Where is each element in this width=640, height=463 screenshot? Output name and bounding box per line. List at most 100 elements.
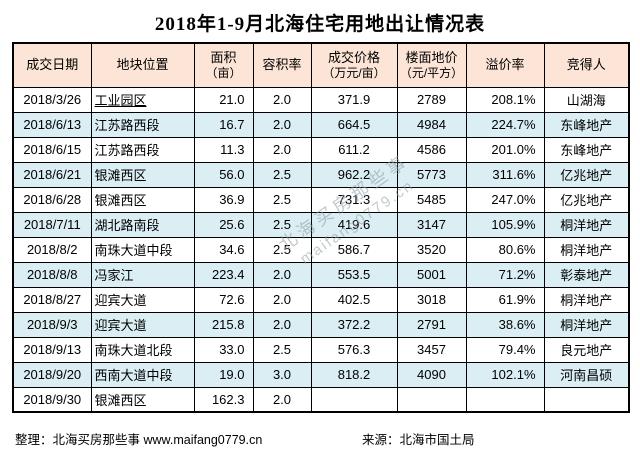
cell-area: 56.0 [193,161,254,188]
cell-floor-price: 2789 [396,86,467,113]
cell-floor-price: 3147 [396,211,467,238]
table-row: 2018/6/13 江苏路西段 16.7 2.0 664.5 4984 224.7% 东峰地产 [12,111,630,138]
cell-winner [543,386,630,413]
cell-location: 南珠大道中段 [90,236,195,263]
cell-date: 2018/9/13 [12,336,92,363]
cell-floor-price: 3520 [396,236,467,263]
cell-plot-ratio: 2.0 [252,311,312,338]
cell-location: 迎宾大道 [90,286,195,313]
cell-price: 576.3 [310,336,398,363]
cell-floor-price: 5001 [396,261,467,288]
header-label: 面积 [210,49,237,65]
cell-premium [465,386,545,413]
cell-plot-ratio: 2.0 [252,286,312,313]
cell-date: 2018/8/2 [12,236,92,263]
cell-area: 25.6 [193,211,254,238]
header-sublabel: （亩） [205,65,242,80]
cell-premium: 247.0% [465,186,545,213]
column-header-premium: 溢价率 [465,42,545,88]
header-label: 地块位置 [116,57,169,73]
cell-plot-ratio: 2.0 [252,111,312,138]
column-header-date: 成交日期 [12,42,92,88]
cell-date: 2018/6/28 [12,186,92,213]
cell-location: 银滩西区 [90,186,195,213]
cell-winner: 桐洋地产 [543,211,630,238]
column-header-location: 地块位置 [90,42,195,88]
cell-area: 36.9 [193,186,254,213]
column-header-winner: 竞得人 [543,42,630,88]
cell-price: 818.2 [310,361,398,388]
cell-area: 223.4 [193,261,254,288]
cell-premium: 38.6% [465,311,545,338]
cell-plot-ratio: 2.0 [252,86,312,113]
table-row: 2018/8/27 迎宾大道 72.6 2.0 402.5 3018 61.9% 桐洋地产 [12,286,630,313]
cell-area: 33.0 [193,336,254,363]
cell-location: 江苏路西段 [90,136,195,163]
cell-date: 2018/3/26 [12,86,92,113]
cell-date: 2018/7/11 [12,211,92,238]
column-header-plot-ratio: 容积率 [252,42,312,88]
cell-price: 372.2 [310,311,398,338]
column-header-area: 面积 （亩） [193,42,254,88]
table-row: 2018/6/21 银滩西区 56.0 2.5 962.2 5773 311.6% 亿兆地产 [12,161,630,188]
header-row: 成交日期 地块位置 面积 （亩） 容积率 成交价格 （万元/亩） 楼面地价 （元/平方… [12,42,630,88]
cell-premium: 311.6% [465,161,545,188]
table-row: 2018/8/2 南珠大道中段 34.6 2.5 586.7 3520 80.6% 桐洋地产 [12,236,630,263]
table-row: 2018/7/11 湖北路南段 25.6 2.5 419.6 3147 105.9% 桐洋地产 [12,211,630,238]
cell-area: 21.0 [193,86,254,113]
cell-location: 迎宾大道 [90,311,195,338]
cell-date: 2018/9/3 [12,311,92,338]
cell-premium: 79.4% [465,336,545,363]
footer-credit: 整理：北海买房那些事 www.maifang0779.cn [15,433,263,447]
cell-premium: 224.7% [465,111,545,138]
cell-premium: 105.9% [465,211,545,238]
cell-area: 162.3 [193,386,254,413]
footer-source: 来源：北海市国土局 [362,433,475,447]
column-header-floor-price: 楼面地价 （元/平方） [396,42,467,88]
cell-price: 962.2 [310,161,398,188]
header-label: 成交日期 [26,57,79,73]
cell-price: 371.9 [310,86,398,113]
cell-price: 611.2 [310,136,398,163]
cell-price: 586.7 [310,236,398,263]
page-title: 2018年1-9月北海住宅用地出让情况表 [154,14,486,35]
cell-winner: 亿兆地产 [543,186,630,213]
cell-premium: 201.0% [465,136,545,163]
cell-plot-ratio: 2.0 [252,386,312,413]
cell-premium: 208.1% [465,86,545,113]
table-row: 2018/8/8 冯家江 223.4 2.0 553.5 5001 71.2% 彰泰地产 [12,261,630,288]
cell-floor-price: 5485 [396,186,467,213]
cell-floor-price: 4984 [396,111,467,138]
cell-premium: 61.9% [465,286,545,313]
cell-winner: 河南昌硕 [543,361,630,388]
cell-price: 419.6 [310,211,398,238]
cell-plot-ratio: 2.0 [252,136,312,163]
table-row: 2018/6/28 银滩西区 36.9 2.5 731.3 5485 247.0% 亿兆地产 [12,186,630,213]
cell-date: 2018/6/13 [12,111,92,138]
cell-winner: 桐洋地产 [543,286,630,313]
cell-floor-price: 5773 [396,161,467,188]
cell-price: 402.5 [310,286,398,313]
cell-date: 2018/8/27 [12,286,92,313]
cell-plot-ratio: 2.5 [252,186,312,213]
cell-plot-ratio: 2.5 [252,336,312,363]
cell-date: 2018/9/30 [12,386,92,413]
cell-floor-price: 3457 [396,336,467,363]
cell-winner: 桐洋地产 [543,236,630,263]
header-label: 成交价格 [327,49,380,65]
cell-price: 664.5 [310,111,398,138]
cell-floor-price: 4090 [396,361,467,388]
table-row: 2018/9/20 西南大道中段 19.0 3.0 818.2 4090 102.1% 河南昌… [12,361,630,388]
cell-premium: 80.6% [465,236,545,263]
header-label: 容积率 [262,57,302,73]
cell-winner: 山湖海 [543,86,630,113]
cell-location: 江苏路西段 [90,111,195,138]
cell-winner: 东峰地产 [543,111,630,138]
header-sublabel: （元/平方） [399,65,464,80]
header-label: 溢价率 [485,57,525,73]
cell-floor-price: 4586 [396,136,467,163]
cell-plot-ratio: 2.5 [252,211,312,238]
header-label: 楼面地价 [405,49,458,65]
cell-area: 72.6 [193,286,254,313]
cell-plot-ratio: 2.5 [252,236,312,263]
